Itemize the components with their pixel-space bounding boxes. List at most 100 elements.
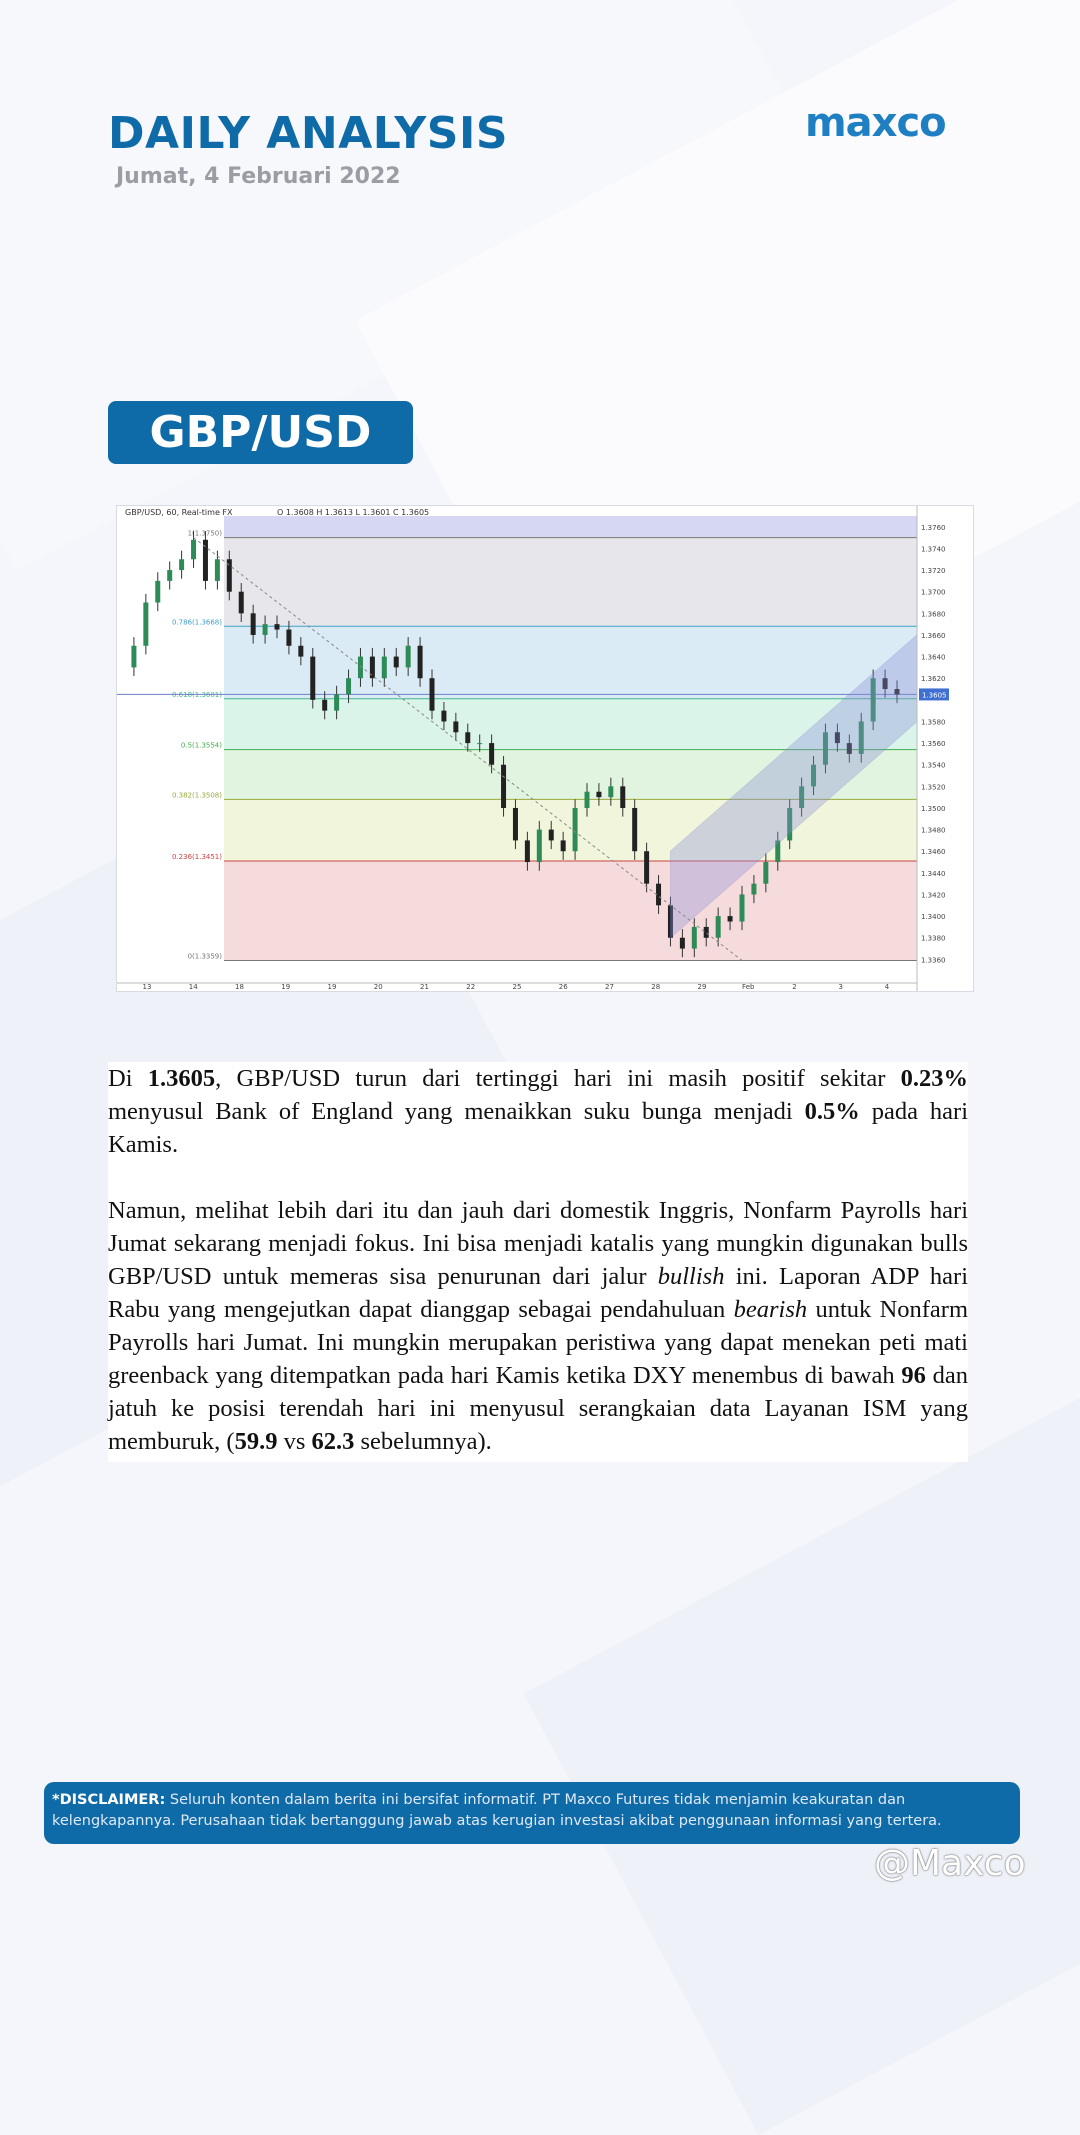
fib-level-label: 0.382(1.3508): [172, 791, 222, 799]
y-tick-label: 1.3560: [921, 740, 946, 748]
candle-body: [727, 916, 733, 922]
article-text-run: Namun, melihat lebih dari itu dan jauh d…: [108, 1197, 968, 1290]
x-tick-label: 3: [839, 983, 843, 991]
price-chart: 1(1.3750) 0.786(1.3668) 0.618(1.3601) 0.5(1…: [116, 505, 974, 992]
candle-body: [322, 699, 328, 711]
x-tick-label: 19: [328, 983, 337, 991]
article-text-run: 0.5%: [804, 1098, 860, 1125]
fib-zone: [224, 698, 917, 750]
candle-body: [346, 678, 352, 695]
candle-body: [858, 721, 864, 754]
article-paragraph-1: Di 1.3605, GBP/USD turun dari tertinggi …: [108, 1062, 968, 1161]
x-tick-label: 4: [885, 983, 890, 991]
maxco-logo: maxco: [805, 100, 947, 146]
candle-body: [644, 851, 650, 884]
candle-body: [441, 710, 447, 722]
article-text-run: 96: [901, 1362, 926, 1389]
candle-body: [286, 629, 292, 646]
article-paragraph-2: Namun, melihat lebih dari itu dan jauh d…: [108, 1194, 968, 1458]
candle-body: [799, 786, 805, 808]
article-text-run: ini. Laporan ADP hari Rabu yang mengejut…: [108, 1263, 969, 1323]
current-price-label: 1.3605: [922, 691, 947, 699]
article-text-run: untuk Nonfarm Payrolls hari Jumat. Ini m…: [108, 1296, 969, 1389]
candle-body: [238, 591, 244, 614]
y-tick-label: 1.3520: [921, 783, 946, 791]
fib-level-label: 1(1.3750): [188, 530, 223, 538]
disclaimer-box: *DISCLAIMER: Seluruh konten dalam berita…: [44, 1782, 1020, 1844]
article-text-run: , GBP/USD turun dari tertinggi hari ini …: [215, 1065, 901, 1092]
candle-body: [775, 840, 781, 863]
x-tick-label: Feb: [742, 983, 755, 991]
candle-body: [870, 678, 876, 722]
fib-zone: [224, 516, 917, 538]
x-tick-label: 26: [559, 983, 568, 991]
y-tick-label: 1.3420: [921, 891, 946, 899]
y-tick-label: 1.3360: [921, 956, 946, 964]
x-tick-label: 22: [466, 983, 475, 991]
article-text-run: 1.3605: [147, 1065, 216, 1092]
chart-legend: GBP/USD, 60, Real-time FX: [125, 508, 233, 517]
candle-body: [572, 807, 578, 852]
candle-body: [298, 645, 304, 657]
candle-body: [524, 840, 530, 863]
analysis-article: Di 1.3605, GBP/USD turun dari tertinggi …: [108, 1062, 968, 1462]
candle-body: [465, 732, 471, 744]
candle-body: [512, 807, 518, 841]
fib-level-label: 0.236(1.3451): [172, 853, 222, 861]
fib-zone: [224, 860, 917, 961]
article-text-run: 59.9: [234, 1428, 278, 1455]
y-tick-label: 1.3580: [921, 718, 946, 726]
candle-body: [584, 791, 590, 808]
fib-zone: [224, 537, 917, 627]
candle-body: [381, 656, 387, 679]
candle-body: [226, 559, 232, 592]
candle-body: [310, 656, 316, 700]
candle-body: [811, 764, 817, 787]
fib-level-label: 0.5(1.3554): [181, 742, 222, 750]
x-tick-label: 21: [420, 983, 429, 991]
candle-body: [691, 926, 697, 949]
article-text-run: Di: [108, 1065, 148, 1092]
x-tick-label: 25: [513, 983, 522, 991]
fib-level-label: 0(1.3359): [188, 952, 223, 960]
x-tick-label: 20: [374, 983, 383, 991]
candle-body: [763, 862, 769, 884]
candle-body: [834, 732, 840, 744]
candle-body: [334, 694, 340, 711]
x-tick-label: 2: [792, 983, 796, 991]
candle-body: [596, 791, 602, 798]
chart-ohlc: O 1.3608 H 1.3613 L 1.3601 C 1.3605: [277, 508, 429, 517]
x-tick-label: 27: [605, 983, 614, 991]
candle-body: [214, 559, 220, 581]
article-text-run: vs: [277, 1428, 312, 1455]
candle-body: [632, 807, 638, 852]
candle-body: [155, 580, 161, 603]
x-tick-label: 18: [235, 983, 244, 991]
candle-body: [536, 829, 542, 863]
disclaimer-label: *DISCLAIMER:: [52, 1792, 166, 1808]
y-tick-label: 1.3640: [921, 654, 946, 662]
candle-body: [846, 743, 852, 754]
current-price-tag: [919, 688, 949, 701]
y-tick-label: 1.3740: [921, 545, 946, 553]
page-title: DAILY ANALYSIS: [108, 108, 509, 159]
x-tick-label: 19: [281, 983, 290, 991]
candle-body: [787, 807, 793, 841]
fib-zone: [224, 626, 917, 699]
article-text-run: bullish: [657, 1263, 725, 1290]
y-tick-label: 1.3380: [921, 935, 946, 943]
candle-body: [143, 602, 149, 646]
y-tick-label: 1.3500: [921, 805, 946, 813]
article-text-run: dan jatuh ke posisi terendah hari ini me…: [108, 1362, 968, 1455]
candle-body: [250, 613, 256, 635]
y-tick-label: 1.3480: [921, 827, 946, 835]
candle-body: [405, 645, 411, 668]
y-tick-label: 1.3440: [921, 870, 946, 878]
candle-body: [489, 743, 495, 765]
candle-body: [191, 539, 197, 560]
candle-body: [715, 916, 721, 938]
candle-body: [393, 656, 399, 668]
candle-body: [882, 678, 888, 690]
article-text-run: 62.3: [311, 1428, 355, 1455]
y-tick-label: 1.3660: [921, 632, 946, 640]
